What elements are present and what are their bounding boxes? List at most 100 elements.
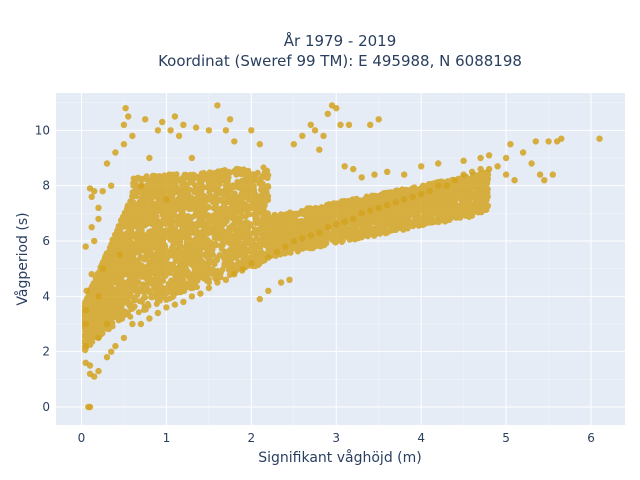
scatter-point <box>180 298 187 306</box>
scatter-point <box>502 154 510 162</box>
scatter-point <box>477 154 484 162</box>
x-tick-label: 1 <box>163 431 171 445</box>
scatter-point <box>95 204 102 211</box>
scatter-point <box>154 127 162 134</box>
scatter-point <box>256 295 263 303</box>
scatter-point <box>282 243 289 250</box>
y-tick-label: 4 <box>42 289 50 303</box>
scatter-point <box>154 309 162 317</box>
scatter-point <box>596 135 603 142</box>
scatter-point <box>159 118 166 126</box>
scatter-point <box>460 157 467 164</box>
scatter-point <box>307 121 314 128</box>
y-axis-ticks: 0 2 4 6 8 10 <box>35 123 50 414</box>
x-axis-label: Signifikant våghöjd (m) <box>258 449 421 466</box>
scatter-point <box>299 132 306 140</box>
scatter-point <box>112 342 119 350</box>
scatter-point <box>171 301 179 308</box>
scatter-point <box>277 279 285 286</box>
x-tick-label: 6 <box>587 431 595 445</box>
scatter-point <box>392 199 399 206</box>
scatter-point <box>95 367 102 375</box>
scatter-point <box>95 293 102 300</box>
scatter-point <box>175 132 183 140</box>
scatter-point <box>163 304 170 311</box>
x-tick-label: 2 <box>248 431 256 445</box>
scatter-point <box>375 204 382 211</box>
scatter-point <box>511 177 518 184</box>
scatter-point <box>545 138 552 145</box>
scatter-point <box>443 182 450 189</box>
scatter-point <box>367 207 374 214</box>
scatter-point <box>112 149 119 156</box>
scatter-point <box>88 193 95 200</box>
scatter-point <box>103 354 111 361</box>
x-tick-label: 4 <box>417 431 425 445</box>
scatter-point <box>341 218 348 225</box>
scatter-point <box>409 193 416 200</box>
scatter-point <box>108 182 115 189</box>
scatter-point <box>188 154 196 162</box>
scatter-point <box>142 116 149 123</box>
scatter-point <box>125 113 132 120</box>
scatter-point <box>88 271 95 278</box>
scatter-point <box>83 287 90 294</box>
scatter-point <box>451 177 459 184</box>
scatter-point <box>320 132 327 140</box>
scatter-point <box>401 171 408 178</box>
scatter-point <box>231 271 238 278</box>
scatter-point <box>273 248 280 256</box>
scatter-point <box>192 124 200 131</box>
scatter-point <box>316 229 323 236</box>
scatter-point <box>435 182 442 189</box>
scatter-point <box>290 237 297 245</box>
scatter-point <box>256 141 263 148</box>
scatter-point <box>307 232 314 239</box>
scatter-point <box>222 127 230 134</box>
scatter-point <box>122 105 129 112</box>
scatter-point <box>137 320 145 328</box>
x-tick-label: 3 <box>332 431 340 445</box>
scatter-point <box>91 237 98 245</box>
scatter-point <box>384 168 391 175</box>
scatter-point <box>350 215 357 223</box>
scatter-point <box>146 315 153 322</box>
scatter-point <box>214 102 221 109</box>
scatter-point <box>231 138 238 145</box>
scatter-point <box>167 127 174 134</box>
scatter-point <box>91 373 98 380</box>
scatter-point <box>82 320 89 328</box>
scatter-point <box>316 146 323 153</box>
scatter-point <box>324 224 331 231</box>
scatter-point <box>95 334 102 342</box>
scatter-point <box>350 165 357 173</box>
scatter-point <box>120 141 128 148</box>
scatter-point <box>103 160 111 167</box>
scatter-point <box>137 182 145 189</box>
x-tick-label: 0 <box>78 431 86 445</box>
x-tick-label: 5 <box>502 431 510 445</box>
y-tick-label: 2 <box>42 345 50 359</box>
scatter-point <box>99 265 106 272</box>
scatter-point <box>519 149 527 156</box>
scatter-point-cloud <box>81 164 492 354</box>
scatter-point <box>205 127 213 134</box>
scatter-point <box>82 307 89 314</box>
scatter-point <box>188 293 196 300</box>
scatter-point <box>494 163 501 170</box>
scatter-point <box>418 163 425 170</box>
scatter-point <box>120 121 128 128</box>
scatter-point <box>341 163 348 170</box>
scatter-point <box>248 127 255 134</box>
scatter-point <box>507 141 514 148</box>
scatter-point <box>358 210 365 217</box>
scatter-point <box>333 105 340 112</box>
scatter-point <box>536 171 544 178</box>
scatter-point <box>477 165 484 173</box>
y-tick-label: 0 <box>42 400 50 414</box>
scatter-point <box>226 116 234 123</box>
scatter-point <box>418 190 425 198</box>
scatter-point <box>86 362 94 369</box>
scatter-point <box>333 221 340 228</box>
scatter-point <box>88 224 95 231</box>
